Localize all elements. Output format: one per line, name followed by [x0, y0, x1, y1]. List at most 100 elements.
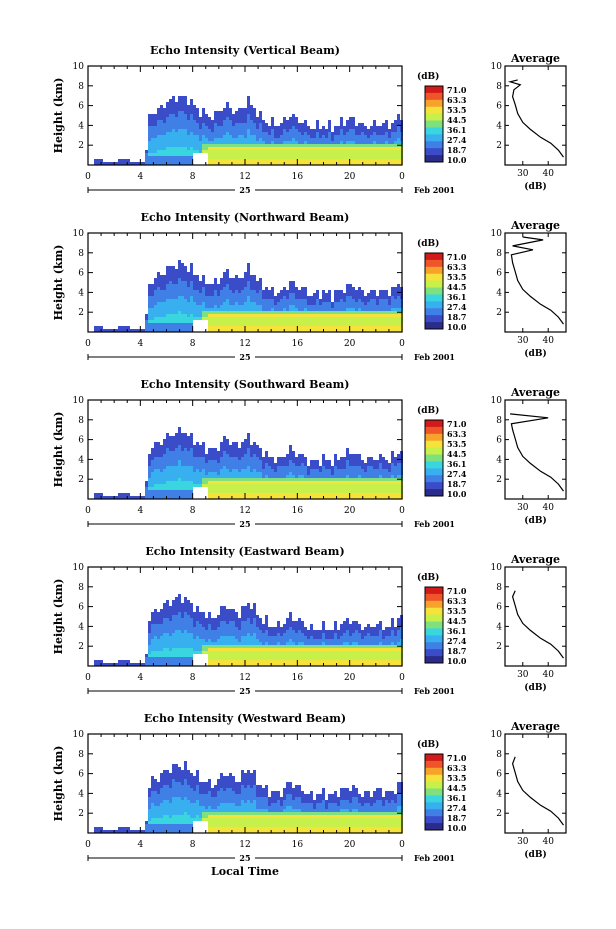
- colorbar-tick-label: 18.7: [447, 813, 466, 823]
- echo-field: [94, 96, 403, 165]
- colorbar-segment: [425, 461, 443, 469]
- profile-x-label: (dB): [524, 348, 546, 359]
- colorbar-segment: [425, 86, 443, 94]
- x-tick-label: 0: [85, 172, 91, 182]
- y-tick-label: 4: [78, 455, 84, 465]
- x-tick-label: 20: [344, 172, 356, 182]
- date-day: 25: [239, 185, 250, 195]
- colorbar-frame: [424, 85, 444, 163]
- colorbar-segment: [425, 788, 443, 796]
- colorbar-tick-label: 10.0: [447, 322, 467, 332]
- colorbar-tick-label: 36.1: [447, 292, 466, 302]
- colorbar-tick-label: 44.5: [447, 783, 466, 793]
- x-tick-label: 4: [137, 172, 143, 182]
- colorbar-segment: [425, 454, 443, 462]
- panel-title: Echo Intensity (Northward Beam): [141, 211, 350, 224]
- colorbar-tick-label: 53.5: [447, 272, 466, 282]
- colorbar-tick-label: 53.5: [447, 439, 466, 449]
- x-tick-label: 16: [292, 673, 304, 683]
- colorbar-segment: [425, 294, 443, 302]
- profile-x-tick: 40: [542, 670, 554, 680]
- profile-y-tick: 10: [491, 396, 503, 406]
- colorbar-tick-label: 36.1: [447, 125, 466, 135]
- x-tick-label: 8: [190, 172, 196, 182]
- date-day: 25: [239, 352, 250, 362]
- x-tick-label: 0: [399, 339, 405, 349]
- colorbar-frame: [424, 252, 444, 330]
- x-tick-label: 0: [399, 172, 405, 182]
- profile-y-tick: 4: [496, 789, 502, 799]
- y-tick-label: 6: [78, 603, 84, 613]
- y-tick-label: 2: [78, 642, 84, 652]
- date-label: Feb 2001: [414, 185, 455, 195]
- colorbar-tick-label: 18.7: [447, 479, 466, 489]
- colorbar-segment: [425, 802, 443, 810]
- y-tick-label: 2: [78, 308, 84, 318]
- profile-x-tick: 30: [517, 169, 529, 179]
- colorbar-tick-label: 27.4: [447, 302, 467, 312]
- date-label: Feb 2001: [414, 352, 455, 362]
- y-tick-label: 10: [73, 730, 85, 740]
- colorbar-segment: [425, 809, 443, 817]
- profile-y-tick: 6: [496, 603, 502, 613]
- profile-y-tick: 8: [496, 82, 502, 92]
- date-label: Feb 2001: [414, 686, 455, 696]
- panel-title: Echo Intensity (Vertical Beam): [150, 44, 340, 57]
- y-tick-label: 6: [78, 770, 84, 780]
- colorbar-segment: [425, 134, 443, 142]
- colorbar-segment: [425, 141, 443, 149]
- colorbar-segment: [425, 635, 443, 643]
- y-tick-label: 6: [78, 102, 84, 112]
- x-tick-label: 0: [85, 339, 91, 349]
- colorbar-segment: [425, 92, 443, 101]
- date-day: 25: [239, 853, 250, 863]
- colorbar-tick-label: 71.0: [447, 586, 467, 596]
- colorbar-tick-label: 53.5: [447, 105, 466, 115]
- x-tick-label: 16: [292, 172, 304, 182]
- colorbar-segment: [425, 593, 443, 602]
- colorbar-tick-label: 27.4: [447, 469, 467, 479]
- colorbar-segment: [425, 148, 443, 156]
- colorbar-segment: [425, 253, 443, 261]
- date-day: 25: [239, 686, 250, 696]
- profile-x-label: (dB): [524, 849, 546, 860]
- y-axis-label: Height (km): [52, 245, 65, 321]
- x-tick-label: 0: [85, 673, 91, 683]
- profile-title: Average: [510, 52, 560, 65]
- colorbar-segment: [425, 155, 443, 163]
- colorbar-segment: [425, 127, 443, 135]
- colorbar-frame: [424, 753, 444, 831]
- colorbar-tick-label: 10.0: [447, 489, 467, 499]
- colorbar-segment: [425, 475, 443, 483]
- x-tick-label: 20: [344, 673, 356, 683]
- x-tick-label: 16: [292, 840, 304, 850]
- colorbar-unit: (dB): [417, 739, 439, 750]
- colorbar-tick-label: 63.3: [447, 429, 467, 439]
- colorbar-segment: [425, 656, 443, 664]
- profile-y-tick: 2: [496, 141, 502, 151]
- y-tick-label: 2: [78, 809, 84, 819]
- colorbar-segment: [425, 322, 443, 330]
- x-tick-label: 8: [190, 339, 196, 349]
- x-tick-label: 12: [239, 840, 250, 850]
- profile-y-tick: 8: [496, 249, 502, 259]
- y-tick-label: 10: [73, 62, 85, 72]
- profile-y-tick: 10: [491, 62, 503, 72]
- x-tick-label: 12: [239, 506, 250, 516]
- x-tick-label: 0: [399, 840, 405, 850]
- beam-panel-2: Echo Intensity (Southward Beam) 2 4 6 8 10 0 4 8…: [52, 378, 567, 529]
- colorbar-segment: [425, 447, 443, 456]
- x-tick-label: 4: [137, 339, 143, 349]
- colorbar-segment: [425, 259, 443, 268]
- profile-y-tick: 10: [491, 229, 503, 239]
- y-tick-label: 8: [78, 82, 84, 92]
- colorbar-tick-label: 27.4: [447, 803, 467, 813]
- x-tick-label: 4: [137, 506, 143, 516]
- colorbar-segment: [425, 482, 443, 490]
- colorbar-tick-label: 63.3: [447, 262, 467, 272]
- y-tick-label: 4: [78, 288, 84, 298]
- colorbar-tick-label: 44.5: [447, 616, 466, 626]
- profile-y-tick: 10: [491, 730, 503, 740]
- colorbar-tick-label: 71.0: [447, 419, 467, 429]
